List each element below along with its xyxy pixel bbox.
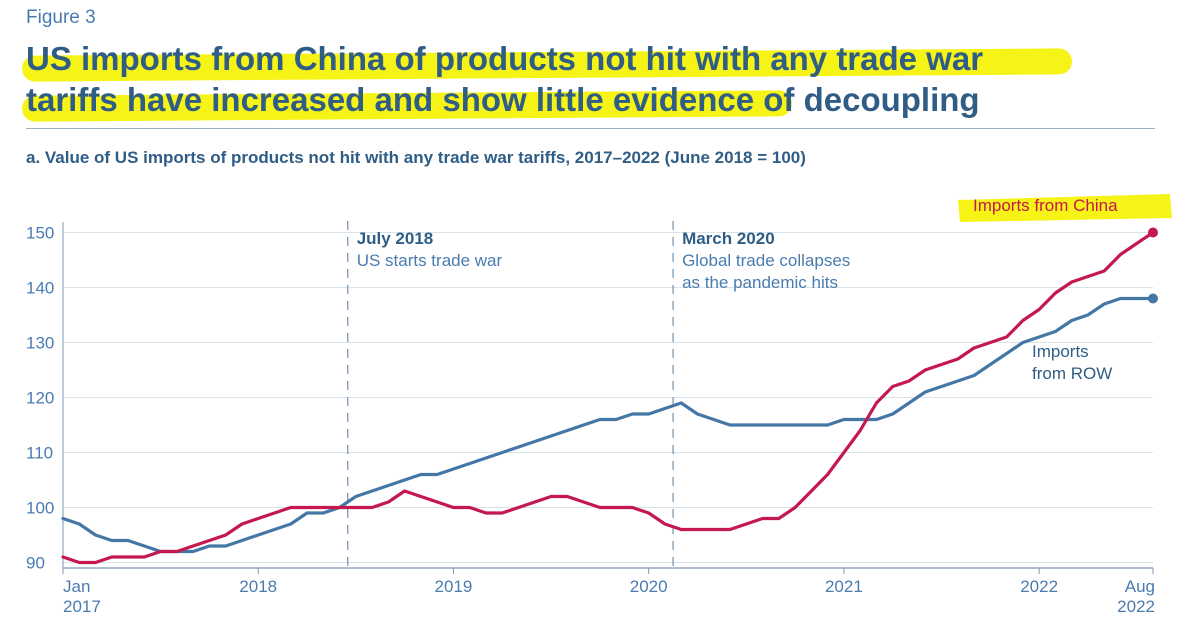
y-tick-label: 100 <box>26 499 54 518</box>
series-line-row <box>61 296 1155 554</box>
x-tick-label: 2019 <box>435 577 473 596</box>
title-line-1: US imports from China of products not hi… <box>21 38 1176 82</box>
event-title: July 2018 <box>357 229 434 248</box>
y-tick-label: 130 <box>26 334 54 353</box>
event-title: March 2020 <box>682 229 775 248</box>
series-label-row: Imports <box>1032 342 1089 361</box>
y-tick-label: 110 <box>26 444 53 463</box>
title-divider <box>26 128 1155 129</box>
title-line-2: tariffs have increased and show little e… <box>21 79 1176 122</box>
x-tick-label: Aug <box>1125 577 1155 596</box>
chart-subtitle: a. Value of US imports of products not h… <box>26 148 806 167</box>
title-line-1-text: US imports from China of products not hi… <box>26 40 984 77</box>
event-description: US starts trade war <box>357 251 503 270</box>
x-tick-label: 2018 <box>239 577 277 596</box>
x-tick-label: 2021 <box>825 577 863 596</box>
x-tick-label: 2020 <box>630 577 668 596</box>
y-tick-label: 120 <box>26 389 54 408</box>
series-label-china: Imports from China <box>973 196 1118 215</box>
figure-label: Figure 3 <box>26 7 96 28</box>
highlight-mark-china-label <box>958 194 1172 222</box>
y-tick-label: 150 <box>26 224 54 243</box>
event-description: as the pandemic hits <box>682 273 838 292</box>
x-tick-label-year: 2022 <box>1117 597 1155 616</box>
series-line-china <box>61 230 1155 565</box>
series-endpoint-row <box>1148 293 1158 304</box>
x-tick-label: 2022 <box>1020 577 1058 596</box>
title-line-2-text: tariffs have increased and show little e… <box>26 81 980 118</box>
series-endpoint-china <box>1148 227 1158 238</box>
y-tick-label: 140 <box>26 279 54 298</box>
y-tick-label: 90 <box>26 554 45 573</box>
x-tick-label-year: 2017 <box>63 597 101 616</box>
event-description: Global trade collapses <box>682 251 850 270</box>
series-label-row: from ROW <box>1032 364 1112 383</box>
page-title: US imports from China of products not hi… <box>21 38 1176 122</box>
x-tick-label: Jan <box>63 577 90 596</box>
